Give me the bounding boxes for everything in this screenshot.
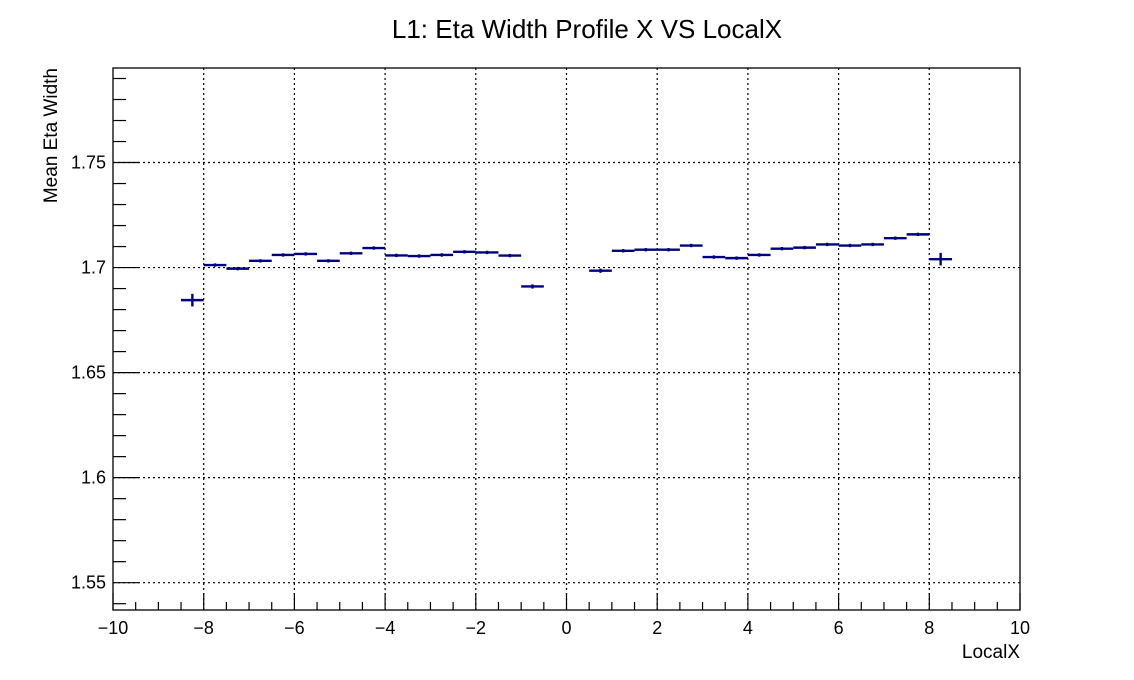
data-point — [226, 266, 250, 271]
data-point — [271, 253, 295, 257]
x-tick-label: 6 — [834, 618, 844, 638]
y-axis-title: Mean Eta Width — [41, 68, 62, 203]
data-point — [634, 248, 658, 252]
data-point — [294, 252, 318, 256]
data-point — [521, 284, 544, 289]
y-tick-label: 1.75 — [71, 153, 106, 173]
data-point — [815, 242, 839, 247]
data-point — [747, 253, 771, 257]
data-point — [838, 243, 862, 248]
data-point — [453, 250, 476, 254]
x-tick-label: −10 — [98, 618, 129, 638]
y-tick-label: 1.6 — [81, 468, 106, 488]
data-point — [407, 254, 431, 258]
data-point — [339, 251, 363, 255]
data-point — [861, 242, 884, 247]
data-point — [770, 246, 794, 251]
grid-lines — [113, 68, 1020, 610]
x-tick-label: 8 — [924, 618, 934, 638]
y-tick-label: 1.7 — [81, 258, 106, 278]
data-point — [679, 243, 703, 248]
x-tick-labels: −10 −8 −6 −4 −2 0 2 4 6 8 10 — [98, 618, 1030, 638]
x-tick-label: −4 — [375, 618, 396, 638]
y-tick-label: 1.55 — [71, 573, 106, 593]
x-axis-title: LocalX — [962, 642, 1020, 663]
data-point — [929, 252, 952, 266]
data-point — [362, 246, 386, 250]
chart-title: L1: Eta Width Profile X VS LocalX — [392, 14, 782, 44]
data-point — [611, 249, 635, 253]
data-point — [385, 253, 408, 258]
data-point — [249, 259, 272, 263]
data-point — [657, 248, 680, 252]
x-tick-label: 10 — [1010, 618, 1030, 638]
x-tick-label: 4 — [743, 618, 753, 638]
data-point — [498, 253, 522, 258]
y-tick-labels: 1.55 1.6 1.65 1.7 1.75 — [71, 153, 106, 593]
data-point — [793, 245, 816, 250]
data-point — [883, 236, 907, 240]
data-point — [475, 250, 499, 255]
x-tick-label: −6 — [284, 618, 305, 638]
axis-ticks — [112, 77, 1021, 610]
data-point — [317, 259, 340, 263]
data-point — [725, 256, 748, 260]
x-tick-label: −8 — [193, 618, 214, 638]
data-points — [181, 232, 952, 307]
data-point — [589, 268, 612, 273]
data-point — [203, 263, 227, 267]
x-tick-label: −2 — [466, 618, 487, 638]
data-point — [181, 293, 204, 307]
x-tick-label: 0 — [561, 618, 571, 638]
data-point — [906, 232, 930, 237]
y-tick-label: 1.65 — [71, 363, 106, 383]
x-tick-label: 2 — [652, 618, 662, 638]
data-point — [702, 255, 726, 259]
data-point — [430, 253, 454, 257]
